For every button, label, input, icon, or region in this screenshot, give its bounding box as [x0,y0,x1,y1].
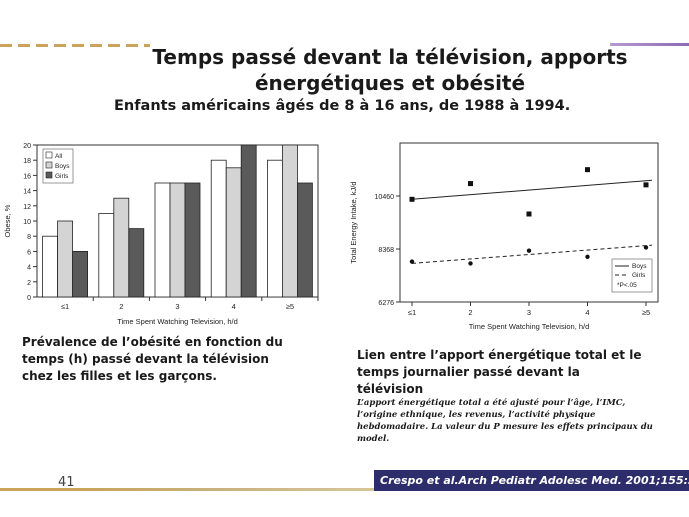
decorative-dash-line [0,44,150,47]
x-tick-label: 3 [527,308,531,317]
legend-label: All [55,153,63,160]
data-point [468,261,473,266]
x-tick-label: ≥5 [642,308,650,317]
x-tick-label: 2 [468,308,472,317]
citation-band: Crespo et al.Arch Pediatr Adolesc Med. 2… [374,470,689,491]
bar [281,144,298,298]
y-axis-label: Total Energy Intake, kJ/d [349,181,358,263]
x-tick-label: 4 [585,308,589,317]
left-chart-caption: Prévalence de l’obésité en fonction du t… [22,335,283,383]
decorative-right-rule [610,43,689,46]
y-tick-label: 6 [27,249,31,256]
y-tick-label: 0 [27,295,31,302]
data-point [526,248,532,253]
x-axis-label: Time Spent Watching Television, h/d [469,322,590,331]
legend-swatch [45,151,53,159]
x-tick-label: ≤1 [408,308,416,317]
y-axis-label: Obese, % [3,204,12,237]
slide-subtitle: Enfants américains âgés de 8 à 16 ans, d… [114,98,571,114]
y-tick-label: 2 [27,280,31,287]
bar [296,182,313,298]
y-tick-label: 18 [23,158,31,165]
legend-label: Girls [55,173,69,180]
y-tick-label: 10 [23,219,31,226]
energy-intake-chart: 6276 8368 10460 ≤1 2 3 4 ≥5 Time Spent Watching … [349,142,659,331]
legend-swatch [45,161,53,169]
y-tick-label: 10460 [375,194,395,201]
bar [57,220,73,298]
bar [169,182,186,298]
legend-label: Boys [632,263,647,270]
slide-title: Temps passé devant la télévision, apport… [152,45,628,95]
data-point [409,259,415,264]
x-tick-label: 4 [232,302,236,311]
y-tick-label: 20 [23,143,31,150]
data-point [643,182,649,188]
decorative-bottom-rule [0,488,689,491]
legend-note: *P<.05 [617,282,637,289]
trend-line [411,179,653,200]
bar [72,251,88,298]
y-tick-label: 8368 [378,247,394,254]
bar [240,144,257,298]
data-point [468,181,473,187]
obesity-bar-chart: 0 2 4 6 8 10 12 14 16 18 20 ≤1 2 3 4 ≥5 Time Spent Watch… [3,143,319,326]
x-axis-label: Time Spent Watching Television, h/d [117,317,238,326]
x-tick-label: 2 [119,302,123,311]
right-chart-caption: Lien entre l’apport énergétique total et… [357,348,642,396]
x-tick-label: 3 [175,302,179,311]
data-point [585,167,590,173]
y-tick-label: 16 [23,173,31,180]
y-tick-label: 12 [23,204,31,211]
bar [225,167,242,298]
bar [266,159,283,298]
legend-label: Boys [55,163,70,170]
legend-swatch [45,171,53,179]
data-point [526,211,532,217]
data-point [643,245,649,250]
bar [98,213,115,298]
x-tick-label: ≥5 [286,302,294,311]
x-tick-label: ≤1 [61,302,69,311]
data-point [409,196,415,202]
bar [154,182,171,298]
bar [210,159,227,298]
data-point [585,254,590,260]
page-number: 41 [58,475,75,490]
bar [42,235,58,298]
y-tick-label: 6276 [378,300,394,307]
y-tick-label: 14 [23,189,31,196]
y-tick-label: 8 [27,234,31,241]
legend-label: Girls [632,272,646,279]
bar [113,197,130,298]
right-chart-note: L’apport énergétique total a été ajusté … [357,398,653,444]
y-tick-label: 4 [27,265,31,272]
bar [128,228,145,298]
trend-line [411,244,653,264]
bar [184,182,201,298]
